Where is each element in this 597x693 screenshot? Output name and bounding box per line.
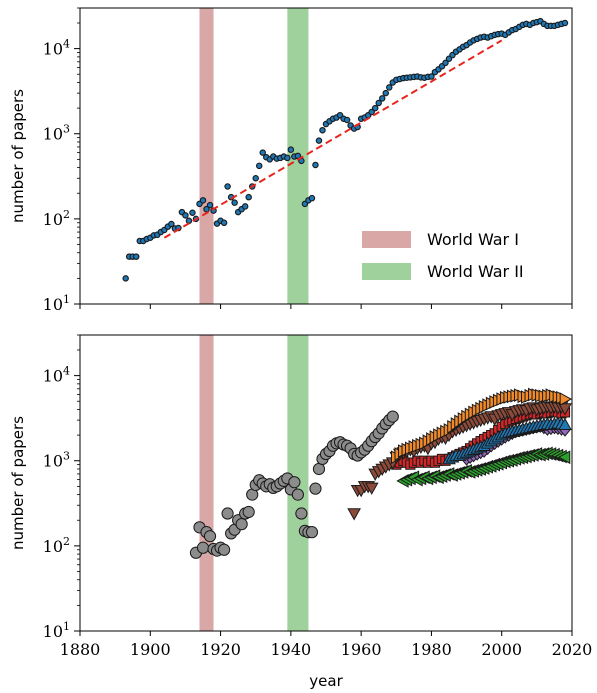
bottom-triangle-up-point <box>558 417 572 431</box>
bottom-triangle-left-point <box>557 450 571 465</box>
top-data-point <box>206 201 214 209</box>
bottom-circle-point <box>242 505 255 519</box>
top-panel: 101 102 103 104 number of papers World War … <box>9 7 573 314</box>
top-data-point <box>287 146 295 153</box>
top-x-ticks <box>79 304 573 309</box>
x-tick-label: 1940 <box>270 640 311 659</box>
bottom-y-tick-label: 103 <box>43 450 70 471</box>
legend: World War I World War II <box>362 230 524 281</box>
top-data-point <box>252 175 259 182</box>
top-data-point <box>199 197 207 204</box>
top-data-point <box>284 154 291 162</box>
bottom-y-tick-label: 104 <box>43 365 70 386</box>
bottom-y-ticks: 101 102 103 104 <box>43 334 80 641</box>
legend-swatch-world-war-ii <box>362 263 411 280</box>
legend-label-world-war-i: World War I <box>427 230 519 249</box>
bottom-shade-world-war-i <box>199 335 214 631</box>
bottom-y-tick-label: 101 <box>43 620 70 641</box>
top-y-axis-label: number of papers <box>9 89 27 223</box>
bottom-triangle-down-point <box>347 508 361 521</box>
top-data-point <box>168 220 175 228</box>
top-data-point <box>132 253 140 260</box>
top-data-point <box>245 193 252 201</box>
top-data-point <box>315 137 323 144</box>
top-data-point <box>343 116 351 124</box>
x-tick-label: 1880 <box>60 640 101 659</box>
bottom-circle-point <box>309 482 322 495</box>
legend-swatch-world-war-i <box>362 231 411 248</box>
bottom-triangle-right-point <box>559 392 572 406</box>
top-data-point <box>382 89 389 97</box>
bottom-circle-point <box>235 518 248 531</box>
top-data-point <box>231 199 238 206</box>
top-data-point <box>241 203 249 210</box>
bottom-circle-point <box>386 410 399 423</box>
bottom-circle-point <box>305 526 319 539</box>
bottom-axes-frame <box>79 334 573 632</box>
top-data-point <box>428 73 435 80</box>
top-data-point <box>224 183 231 190</box>
top-y-tick-label: 104 <box>43 38 70 59</box>
bottom-triangle-down-point <box>558 403 572 416</box>
top-data-point <box>371 104 379 112</box>
x-tick-label: 2000 <box>481 640 522 659</box>
top-data-point <box>122 275 129 282</box>
top-data-point <box>312 161 319 169</box>
top-data-point <box>378 95 386 102</box>
x-tick-label: 1920 <box>200 640 241 659</box>
top-axes-frame <box>79 7 573 305</box>
bottom-x-ticks: 1880 1900 1920 1940 1960 1980 2000 2020 <box>60 631 593 659</box>
bottom-points <box>189 387 572 559</box>
bottom-circle-point <box>196 541 210 554</box>
bottom-circle-point <box>221 507 234 520</box>
top-data-point <box>220 219 228 227</box>
top-data-point <box>386 84 393 91</box>
top-data-point <box>375 99 382 107</box>
legend-label-world-war-ii: World War II <box>427 262 524 281</box>
bottom-circle-point <box>217 543 231 556</box>
x-tick-label: 1900 <box>130 640 171 659</box>
bottom-circle-point <box>203 530 217 543</box>
x-tick-label: 1980 <box>411 640 452 659</box>
top-data-point <box>368 108 375 116</box>
top-trend-line <box>163 39 503 239</box>
top-data-point <box>182 212 189 219</box>
bottom-panel: 101 102 103 104 1880 1900 1920 1940 1960 1980 200… <box>9 334 593 690</box>
top-data-point <box>203 205 210 213</box>
top-data-point <box>255 162 263 170</box>
top-data-point <box>442 59 449 67</box>
top-points <box>122 17 569 282</box>
bottom-circle-point <box>291 488 304 501</box>
bottom-y-axis-label: number of papers <box>9 416 27 550</box>
top-y-tick-label: 102 <box>43 208 70 229</box>
top-trend-line-layer <box>163 39 503 239</box>
top-y-tick-label: 101 <box>43 293 70 314</box>
bottom-circle-point <box>288 476 301 489</box>
top-data-point <box>259 149 266 156</box>
top-data-point <box>189 209 196 217</box>
top-data-point <box>308 194 316 202</box>
x-tick-label: 1960 <box>341 640 382 659</box>
top-data-point <box>319 126 326 134</box>
top-y-ticks: 101 102 103 104 <box>43 7 80 314</box>
top-y-tick-label: 103 <box>43 123 70 144</box>
bottom-circle-point <box>312 462 326 476</box>
top-data-point <box>561 19 569 27</box>
bottom-circle-point <box>295 507 308 520</box>
x-tick-label: 2020 <box>552 640 593 659</box>
bottom-y-tick-label: 102 <box>43 535 70 556</box>
x-axis-label: year <box>309 672 343 690</box>
top-shade-world-war-i <box>199 8 214 304</box>
bottom-triangle-down-point <box>364 482 379 495</box>
